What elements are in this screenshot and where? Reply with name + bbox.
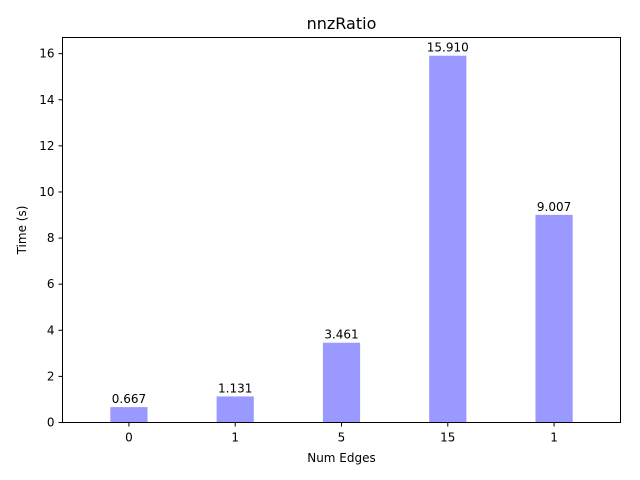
bar-value-label-0: 0.667	[112, 392, 146, 406]
bar-1	[216, 396, 254, 423]
bar-2	[322, 342, 361, 423]
bars-group	[110, 55, 573, 423]
bar-value-label-4: 9.007	[537, 200, 571, 214]
y-tick-label-5: 10	[39, 185, 54, 199]
bar-3	[429, 55, 467, 423]
y-tick-label-1: 2	[47, 369, 55, 383]
y-tick-label-6: 12	[39, 139, 54, 153]
bar-4	[535, 214, 573, 423]
x-tick-label-1: 1	[231, 431, 239, 445]
bar-value-label-1: 1.131	[218, 381, 252, 395]
x-axis-label: Num Edges	[307, 451, 376, 465]
y-tick-label-7: 14	[39, 93, 54, 107]
y-axis-label: Time (s)	[15, 206, 29, 256]
x-tick-label-4: 1	[550, 431, 558, 445]
y-tick-label-0: 0	[47, 416, 55, 430]
bar-value-label-3: 15.910	[427, 41, 469, 55]
bar-value-labels-group: 0.667 1.131 3.461 15.910 9.007	[112, 41, 571, 406]
plot-area: 0.667 1.131 3.461 15.910 9.007	[62, 37, 621, 423]
y-tick-label-4: 8	[47, 231, 55, 245]
bar-value-label-2: 3.461	[324, 328, 358, 342]
x-tick-label-2: 5	[338, 431, 346, 445]
x-tick-label-0: 0	[125, 431, 133, 445]
y-tick-label-3: 6	[47, 277, 55, 291]
y-axis: 0 2 4 6 8 10 12 14 16	[39, 47, 63, 430]
y-tick-label-2: 4	[47, 323, 55, 337]
chart-title: nnzRatio	[307, 14, 377, 33]
x-axis: 0 1 5 15 1	[125, 422, 558, 445]
x-tick-label-3: 15	[440, 431, 455, 445]
y-tick-label-8: 16	[39, 47, 54, 61]
bar-0	[110, 407, 148, 423]
